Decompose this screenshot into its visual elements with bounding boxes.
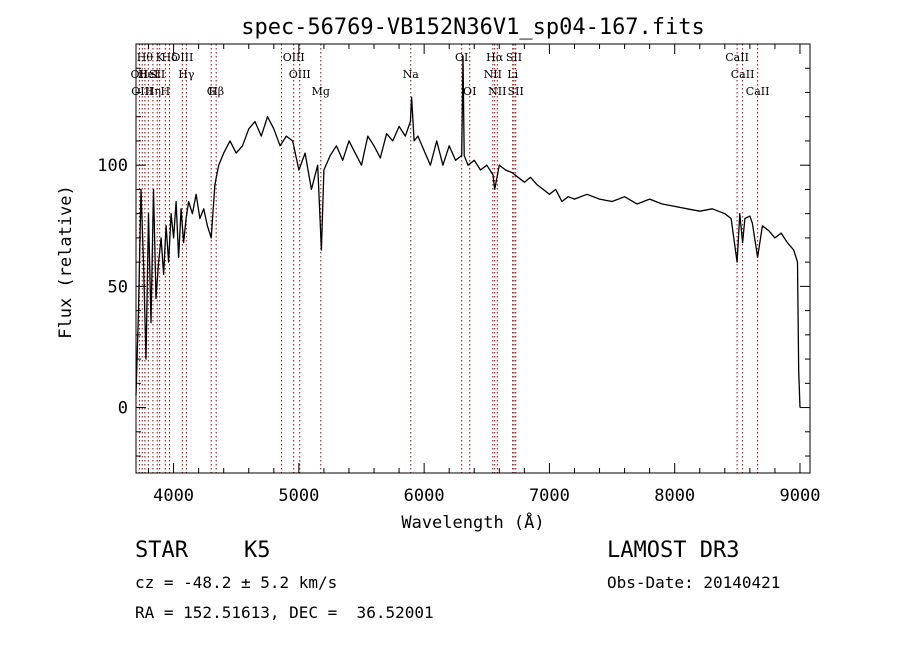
line-label: Li (507, 68, 518, 81)
line-label: OIII (283, 51, 305, 64)
x-tick-label: 8000 (654, 486, 695, 506)
x-tick-label: 9000 (780, 486, 821, 506)
x-tick-label: 6000 (404, 486, 445, 506)
x-axis-label: Wavelength (Å) (401, 511, 544, 533)
line-label: OII (131, 68, 149, 81)
line-label: NII (488, 85, 506, 98)
line-label: H (161, 85, 171, 98)
line-markers (138, 44, 759, 473)
line-label: OIII (171, 51, 193, 64)
chart-title: spec-56769-VB152N36V1_sp04-167.fits (241, 15, 705, 40)
redshift-velocity: cz = -48.2 ± 5.2 km/s (135, 573, 338, 592)
line-label: OI (463, 85, 476, 98)
y-tick-label: 0 (118, 399, 128, 419)
y-tick-label: 100 (97, 156, 128, 176)
ra-dec: RA = 152.51613, DEC = 36.52001 (135, 603, 434, 622)
y-axis-label: Flux (relative) (56, 185, 76, 339)
line-label: Na (403, 68, 420, 81)
plot-frame (135, 43, 811, 474)
line-label: OI (455, 51, 468, 64)
y-axis-ticks: 0 50 100 (97, 67, 810, 457)
survey-name: LAMOST DR3 (607, 538, 740, 563)
line-label: OIII (131, 85, 153, 98)
line-labels: OIIOIIIHθHeIHηSIIKHHδOIIIHγGHβOIIIOIIIMg… (131, 51, 770, 98)
line-label: CaII (746, 85, 770, 98)
line-label: CaII (731, 68, 755, 81)
line-label: CaII (725, 51, 749, 64)
object-subclass: K5 (244, 538, 271, 563)
line-label: Hα (486, 51, 504, 64)
line-label: SII (506, 51, 522, 64)
x-tick-label: 4000 (153, 486, 194, 506)
line-label: Hβ (208, 85, 224, 98)
x-tick-label: 5000 (278, 486, 319, 506)
object-class: STAR (135, 538, 188, 563)
line-label: G (207, 85, 216, 98)
line-label: OIII (289, 68, 311, 81)
line-label: SII (508, 85, 524, 98)
line-label: SII (149, 68, 165, 81)
line-label: Hδ (161, 51, 178, 64)
line-label: Hη (145, 85, 161, 98)
line-label: Mg (312, 85, 330, 98)
x-axis-ticks: 4000 5000 6000 7000 8000 9000 (148, 44, 821, 506)
line-label: HeI (138, 68, 158, 81)
line-label: Hγ (178, 68, 195, 81)
line-label: Hθ (137, 51, 154, 64)
spectrum-line (135, 55, 801, 408)
line-label: K (156, 51, 165, 64)
x-tick-label: 7000 (529, 486, 570, 506)
y-tick-label: 50 (108, 277, 128, 297)
line-label: NII (484, 68, 502, 81)
obs-date: Obs-Date: 20140421 (607, 573, 781, 592)
